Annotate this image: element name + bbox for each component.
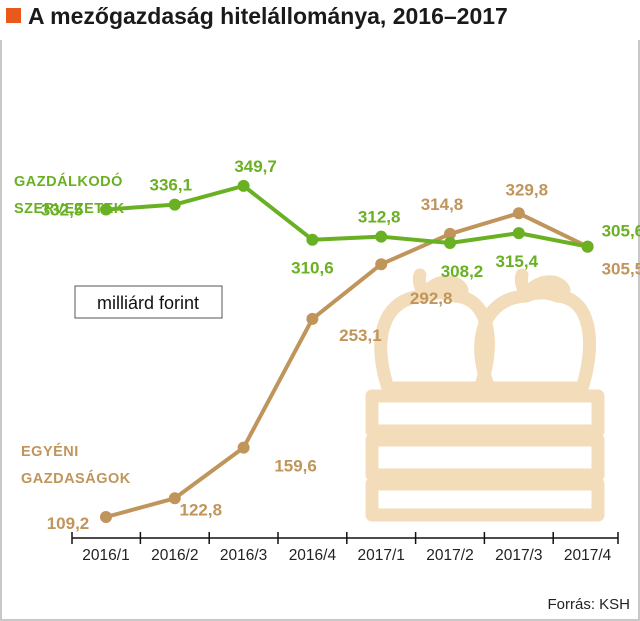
- apple-crate-icon: [365, 268, 605, 522]
- x-axis: 2016/1 2016/2 2016/3 2016/4 2017/1 2017/2 2017…: [71, 532, 619, 564]
- data-point: [100, 203, 112, 216]
- data-point: [100, 511, 112, 523]
- data-label: 314,8: [421, 195, 464, 214]
- series-line-1: [105, 211, 589, 519]
- data-label: 312,8: [358, 208, 401, 227]
- x-tick-label: 2017/1: [357, 547, 404, 564]
- data-label: 305,5: [602, 260, 640, 279]
- data-point: [168, 492, 181, 505]
- x-tick-label: 2017/4: [564, 547, 612, 564]
- data-label: 305,6: [602, 222, 640, 241]
- x-tick-label: 2016/1: [82, 547, 129, 564]
- x-tick-label: 2017/3: [495, 547, 542, 564]
- data-point: [306, 312, 319, 325]
- data-point: [375, 230, 388, 243]
- data-label: 332,5: [41, 201, 84, 220]
- data-point: [581, 240, 594, 253]
- chart-title: A mezőgazdaság hitelállománya, 2016–2017: [28, 3, 508, 29]
- data-label: 310,6: [291, 259, 334, 278]
- value-labels: 332,5 336,1 349,7 310,6 312,8 308,2 315,4 305,6…: [41, 157, 640, 533]
- data-point: [512, 227, 525, 240]
- data-point: [444, 237, 456, 250]
- x-tick-label: 2016/4: [289, 547, 337, 564]
- unit-label: milliárd forint: [97, 293, 199, 313]
- unit-box: [74, 285, 223, 319]
- data-label: 122,8: [180, 500, 223, 519]
- data-label: 329,8: [506, 180, 549, 199]
- x-tick-label: 2016/3: [220, 547, 267, 564]
- source-note: Forrás: KSH: [547, 596, 630, 613]
- data-label: 109,2: [47, 514, 90, 533]
- data-point: [375, 258, 388, 271]
- x-tick-label: 2016/2: [151, 547, 198, 564]
- data-point: [237, 441, 250, 454]
- data-point: [512, 207, 525, 220]
- data-point: [306, 233, 319, 246]
- data-label: 292,8: [410, 289, 453, 308]
- title-accent-square: [6, 8, 21, 23]
- data-label: 308,2: [441, 262, 484, 281]
- series-line-0: [105, 183, 588, 249]
- series-label-egyeni: EGYÉNI GAZDASÁGOK: [21, 443, 131, 487]
- data-label: 349,7: [234, 157, 277, 176]
- data-label: 336,1: [150, 176, 193, 195]
- series-layer: [100, 179, 594, 523]
- data-label: 253,1: [339, 326, 382, 345]
- data-point: [168, 198, 181, 211]
- series-label-gazdalkodo: GAZDÁLKODÓ SZERVEZETEK: [14, 172, 127, 217]
- data-label: 159,6: [274, 457, 317, 476]
- chart-frame: [0, 40, 640, 621]
- data-label: 315,4: [496, 252, 539, 271]
- data-point: [444, 227, 456, 240]
- x-tick-label: 2017/2: [426, 547, 473, 564]
- data-point: [237, 179, 250, 192]
